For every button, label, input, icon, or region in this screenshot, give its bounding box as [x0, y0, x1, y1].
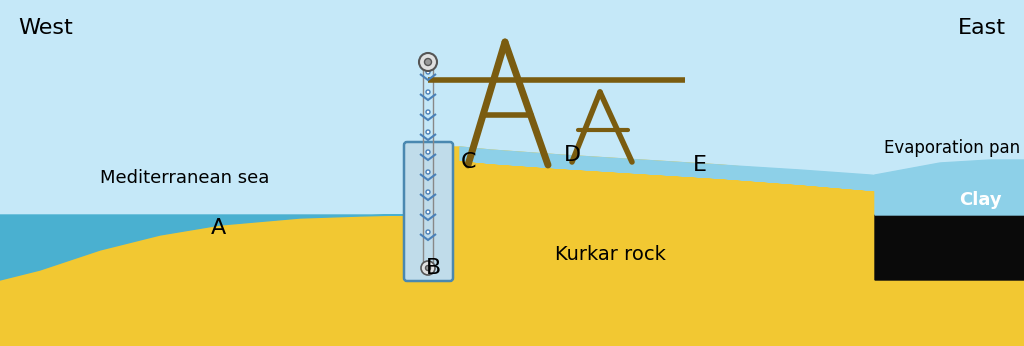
Text: Kurkar rock: Kurkar rock — [555, 246, 666, 264]
Text: D: D — [563, 145, 581, 165]
Text: West: West — [18, 18, 73, 38]
Circle shape — [419, 53, 437, 71]
Polygon shape — [460, 147, 1024, 202]
Circle shape — [426, 150, 430, 154]
Circle shape — [426, 170, 430, 174]
Text: E: E — [693, 155, 707, 175]
Polygon shape — [0, 215, 415, 280]
Circle shape — [426, 190, 430, 194]
Polygon shape — [874, 160, 1024, 215]
Text: East: East — [958, 18, 1006, 38]
Circle shape — [421, 261, 435, 275]
Text: C: C — [460, 152, 476, 172]
Polygon shape — [874, 190, 1024, 280]
Polygon shape — [0, 147, 1024, 346]
FancyBboxPatch shape — [404, 142, 453, 281]
Text: Mediterranean sea: Mediterranean sea — [100, 169, 269, 187]
Circle shape — [425, 58, 431, 65]
Text: B: B — [425, 258, 440, 278]
Circle shape — [426, 110, 430, 114]
Circle shape — [426, 230, 430, 234]
Circle shape — [426, 130, 430, 134]
Circle shape — [426, 70, 430, 74]
Circle shape — [426, 265, 430, 271]
Text: Clay: Clay — [958, 191, 1001, 209]
Text: Evaporation pan: Evaporation pan — [884, 139, 1020, 157]
Text: A: A — [210, 218, 225, 238]
Circle shape — [426, 90, 430, 94]
Circle shape — [426, 210, 430, 214]
